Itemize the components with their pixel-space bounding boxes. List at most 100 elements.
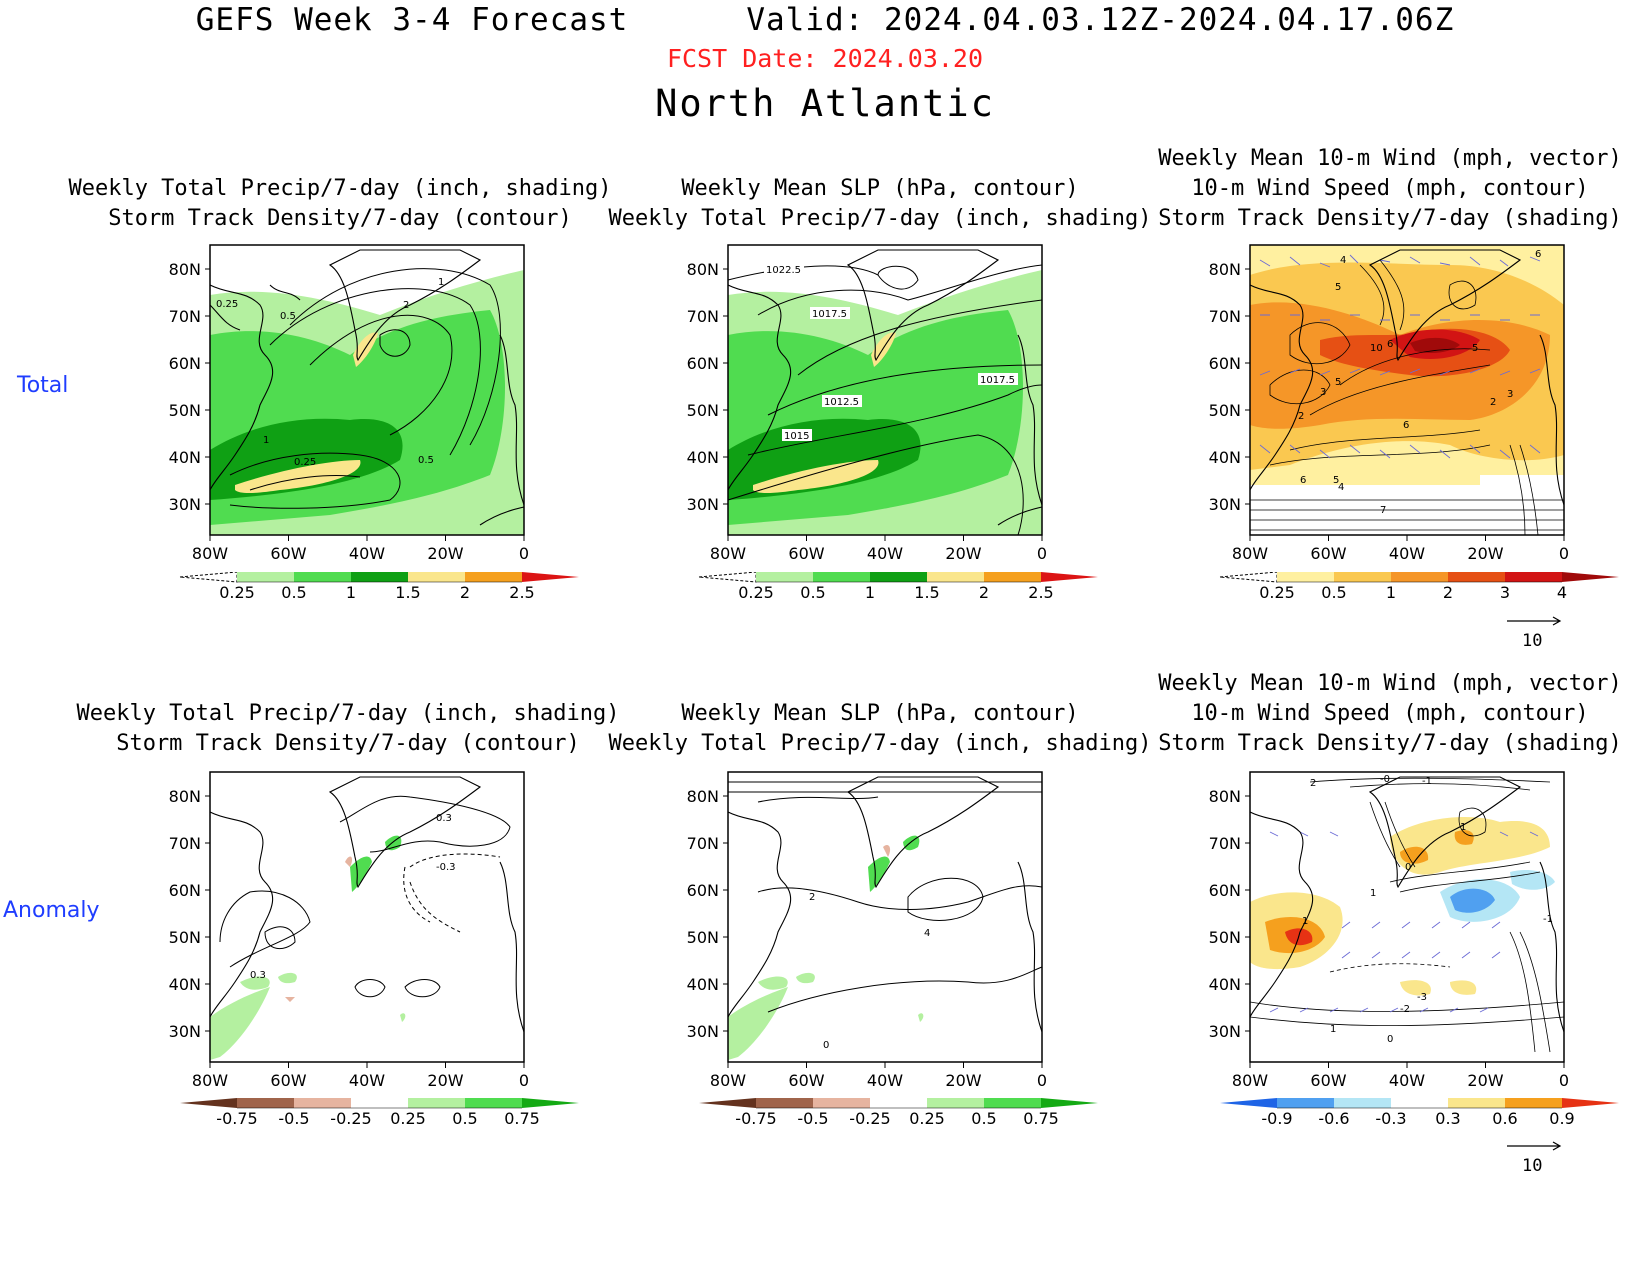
colorbar-swatch — [699, 1098, 756, 1108]
colorbar-label: -0.25 — [849, 1109, 890, 1128]
lat-tick-label: 80N — [1209, 260, 1241, 279]
lat-tick-label: 70N — [687, 834, 719, 853]
colorbar-swatch — [1562, 572, 1619, 582]
lon-tick-label: 20W — [945, 544, 981, 563]
colorbar-swatch — [1277, 1098, 1334, 1108]
lat-tick-label: 70N — [1209, 307, 1241, 326]
contour-label: 0.25 — [216, 299, 238, 310]
map-anom-slp-precip: 2 4 0 80N 70N 60N 50N 40N 30N 80W 60W 40W 20W 0 — [687, 771, 1047, 1090]
contour-label: 1 — [438, 277, 444, 288]
lon-tick-label: 20W — [427, 544, 463, 563]
lon-tick-label: 80W — [710, 544, 746, 563]
colorbar-label: 0.5 — [800, 583, 825, 602]
lat-tick-label: 60N — [169, 354, 201, 373]
lat-tick-label: 70N — [169, 834, 201, 853]
panel-title-line: Storm Track Density/7-day (contour) — [116, 731, 580, 756]
contour-label: 0 — [1405, 862, 1411, 873]
colorbar-label: -0.25 — [330, 1109, 371, 1128]
contour-label: 6 — [1387, 339, 1393, 350]
colorbar-swatch — [870, 1098, 927, 1108]
storm-anomaly-shading — [1250, 817, 1555, 996]
precip-anomaly-shading — [728, 835, 924, 1060]
title-text: GEFS Week 3-4 Forecast — [195, 2, 629, 38]
lat-tick-label: 30N — [1209, 495, 1241, 514]
panel-title-line: Storm Track Density/7-day (shading) — [1158, 206, 1622, 231]
colorbar-label: 2 — [979, 583, 989, 602]
map-total-slp-precip: 1022.5 1017.5 1017.5 1012.5 1015 80N 70N 6… — [687, 244, 1047, 563]
colorbar-swatch — [294, 1098, 351, 1108]
contour-label: 2 — [809, 892, 815, 903]
lon-tick-label: 60W — [1310, 544, 1346, 563]
lat-tick-label: 60N — [1209, 354, 1241, 373]
coastlines — [727, 249, 1043, 526]
lat-tick-label: 50N — [169, 401, 201, 420]
contour-label: 1017.5 — [812, 309, 847, 320]
panel-title-line: Storm Track Density/7-day (contour) — [108, 206, 572, 231]
contour-labels: 1 2 0.25 0.5 1 0.25 0.5 — [216, 277, 444, 468]
colorbar-swatch — [180, 1098, 237, 1108]
panel-title-line: Weekly Mean 10-m Wind (mph, vector) — [1158, 671, 1622, 696]
lon-tick-label: 60W — [270, 544, 306, 563]
panel-title-anom-precip: Weekly Total Precip/7-day (inch, shading… — [68, 699, 628, 759]
colorbar-label: -0.75 — [216, 1109, 257, 1128]
colorbar-swatch — [408, 1098, 465, 1108]
colorbar-swatch — [756, 572, 813, 582]
lon-tick-label: 40W — [867, 544, 903, 563]
colorbar-swatch — [465, 1098, 522, 1108]
contour-label: -0 — [1380, 774, 1390, 785]
colorbar-precip_anom: -0.75 -0.5 -0.25 0.25 0.5 0.75 — [699, 1098, 1098, 1128]
slp-contours — [727, 264, 1043, 536]
colorbar-label: 0.25 — [1259, 583, 1295, 602]
lat-tick-label: 50N — [1209, 928, 1241, 947]
colorbar-swatch — [522, 572, 579, 582]
panel-title-line: 10-m Wind Speed (mph, contour) — [1191, 176, 1589, 201]
lon-tick-label: 60W — [788, 544, 824, 563]
colorbar-label: 2.5 — [1028, 583, 1053, 602]
lat-tick-label: 40N — [169, 448, 201, 467]
colorbar-swatch — [408, 572, 465, 582]
colorbar-label: -0.75 — [735, 1109, 776, 1128]
colorbar-label: -0.9 — [1261, 1109, 1292, 1128]
colorbar-label: 0.25 — [219, 583, 255, 602]
panel-title-line: Weekly Total Precip/7-day (inch, shading… — [608, 731, 1152, 756]
colorbar-swatch — [179, 572, 238, 583]
colorbar-label: 3 — [1500, 583, 1510, 602]
contour-label: -1 — [1422, 776, 1432, 787]
storm-anomaly-contours — [219, 795, 511, 998]
contour-label: 1 — [1302, 916, 1308, 927]
contour-label: -0.3 — [436, 862, 456, 873]
contour-label: 2 — [403, 300, 409, 311]
colorbar-label: 4 — [1557, 583, 1567, 602]
lat-tick-label: 40N — [1209, 975, 1241, 994]
contour-labels: 2 4 0 — [809, 892, 930, 1051]
map-frame — [209, 771, 525, 1063]
colorbar-swatch — [351, 572, 408, 582]
contour-label: 6 — [1300, 475, 1306, 486]
contour-label: 3 — [1507, 389, 1513, 400]
colorbar-label: 2 — [1443, 583, 1453, 602]
lon-tick-label: 60W — [1310, 1071, 1346, 1090]
lat-tick-label: 30N — [1209, 1022, 1241, 1041]
lon-tick-label: 40W — [349, 544, 385, 563]
vector-legend-value: 10 — [1522, 1156, 1543, 1176]
colorbar-swatch — [698, 572, 757, 583]
colorbar-swatch — [927, 1098, 984, 1108]
contour-label: 0.3 — [436, 813, 452, 824]
panel-title-total-slp: Weekly Mean SLP (hPa, contour) Weekly To… — [600, 174, 1160, 234]
contour-label: 1022.5 — [766, 265, 801, 276]
contour-label: 5 — [1335, 282, 1341, 293]
lon-tick-label: 80W — [1232, 544, 1268, 563]
lon-tick-label: 20W — [1467, 544, 1503, 563]
contour-label: 1 — [1370, 888, 1376, 899]
panel-title-anom-slp: Weekly Mean SLP (hPa, contour) Weekly To… — [600, 699, 1160, 759]
contour-label: 4 — [1340, 255, 1346, 266]
colorbar-label: 0.3 — [1435, 1109, 1460, 1128]
colorbar-swatch — [756, 1098, 813, 1108]
colorbar-label: 0.9 — [1549, 1109, 1574, 1128]
contour-label: -1 — [1543, 914, 1553, 925]
contour-label: 3 — [1320, 387, 1326, 398]
colorbar-storm_anom: -0.9 -0.6 -0.3 0.3 0.6 0.9 — [1220, 1098, 1619, 1128]
colorbar-swatch — [1041, 572, 1098, 582]
lat-tick-label: 60N — [169, 881, 201, 900]
panel-title-anom-wind: Weekly Mean 10-m Wind (mph, vector) 10-m… — [1130, 669, 1650, 759]
